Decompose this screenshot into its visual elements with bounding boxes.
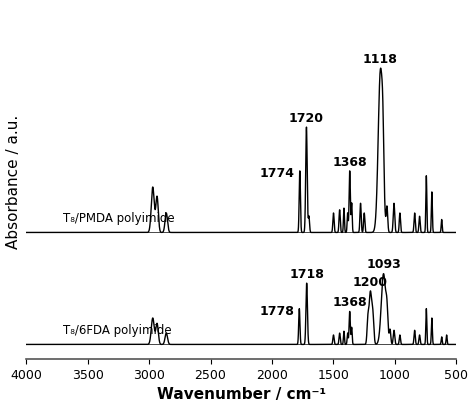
Text: 1718: 1718 (289, 268, 324, 281)
Text: 1368: 1368 (332, 155, 367, 169)
Text: 1200: 1200 (353, 275, 388, 288)
Text: T₈/6FDA polyimide: T₈/6FDA polyimide (63, 324, 172, 337)
Text: 1118: 1118 (363, 53, 398, 66)
X-axis label: Wavenumber / cm⁻¹: Wavenumber / cm⁻¹ (157, 388, 326, 402)
Text: 1720: 1720 (289, 112, 324, 125)
Text: 1093: 1093 (366, 258, 401, 271)
Y-axis label: Absorbance / a.u.: Absorbance / a.u. (6, 115, 20, 249)
Text: 1774: 1774 (260, 167, 295, 180)
Text: 1368: 1368 (332, 296, 367, 309)
Text: T₈/PMDA polyimide: T₈/PMDA polyimide (63, 212, 174, 225)
Text: 1778: 1778 (259, 305, 294, 318)
